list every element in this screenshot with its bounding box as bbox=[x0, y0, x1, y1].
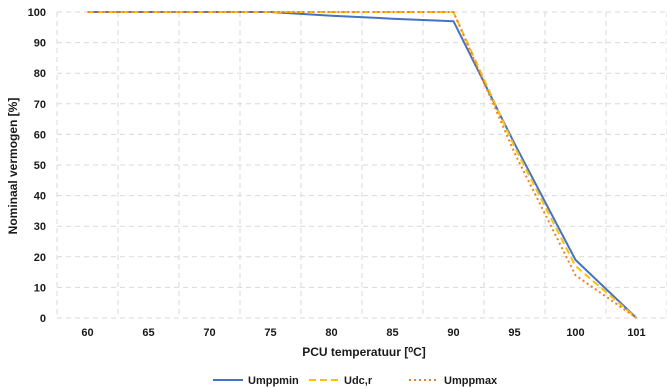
x-tick-label: 90 bbox=[447, 327, 459, 339]
y-tick-label: 80 bbox=[34, 68, 46, 80]
y-tick-label: 30 bbox=[34, 221, 46, 233]
x-tick-label: 85 bbox=[386, 327, 398, 339]
x-tick-label: 60 bbox=[81, 327, 93, 339]
legend-entry: Umppmin bbox=[248, 375, 299, 387]
legend-entry: Udc,r bbox=[344, 375, 373, 387]
series-line-umppmax bbox=[87, 11, 638, 319]
series-lines bbox=[87, 11, 638, 319]
x-tick-label: 100 bbox=[566, 327, 584, 339]
y-tick-label: 50 bbox=[34, 160, 46, 172]
y-tick-label: 20 bbox=[34, 252, 46, 264]
y-tick-labels: 0 10 20 30 40 50 60 70 80 90 100 bbox=[28, 7, 46, 325]
x-tick-label: 65 bbox=[142, 327, 154, 339]
y-tick-label: 0 bbox=[40, 313, 46, 325]
x-tick-label: 80 bbox=[325, 327, 337, 339]
y-tick-label: 40 bbox=[34, 191, 46, 203]
gridlines bbox=[56, 11, 667, 319]
y-tick-label: 10 bbox=[34, 282, 46, 294]
x-tick-label: 70 bbox=[203, 327, 215, 339]
y-tick-label: 70 bbox=[34, 99, 46, 111]
x-tick-label: 101 bbox=[627, 327, 645, 339]
y-tick-label: 60 bbox=[34, 129, 46, 141]
legend: Umppmin Udc,r Umppmax bbox=[213, 375, 498, 387]
y-tick-label: 90 bbox=[34, 38, 46, 50]
x-axis-title: PCU temperatuur [⁰C] bbox=[302, 345, 426, 359]
x-tick-label: 75 bbox=[264, 327, 276, 339]
legend-entry: Umppmax bbox=[444, 375, 498, 387]
y-axis-title: Nominaal vermogen [%] bbox=[6, 98, 20, 235]
x-tick-labels: 60 65 70 75 80 85 90 95 100 101 bbox=[81, 327, 645, 339]
x-tick-label: 95 bbox=[508, 327, 520, 339]
y-tick-label: 100 bbox=[28, 7, 46, 19]
